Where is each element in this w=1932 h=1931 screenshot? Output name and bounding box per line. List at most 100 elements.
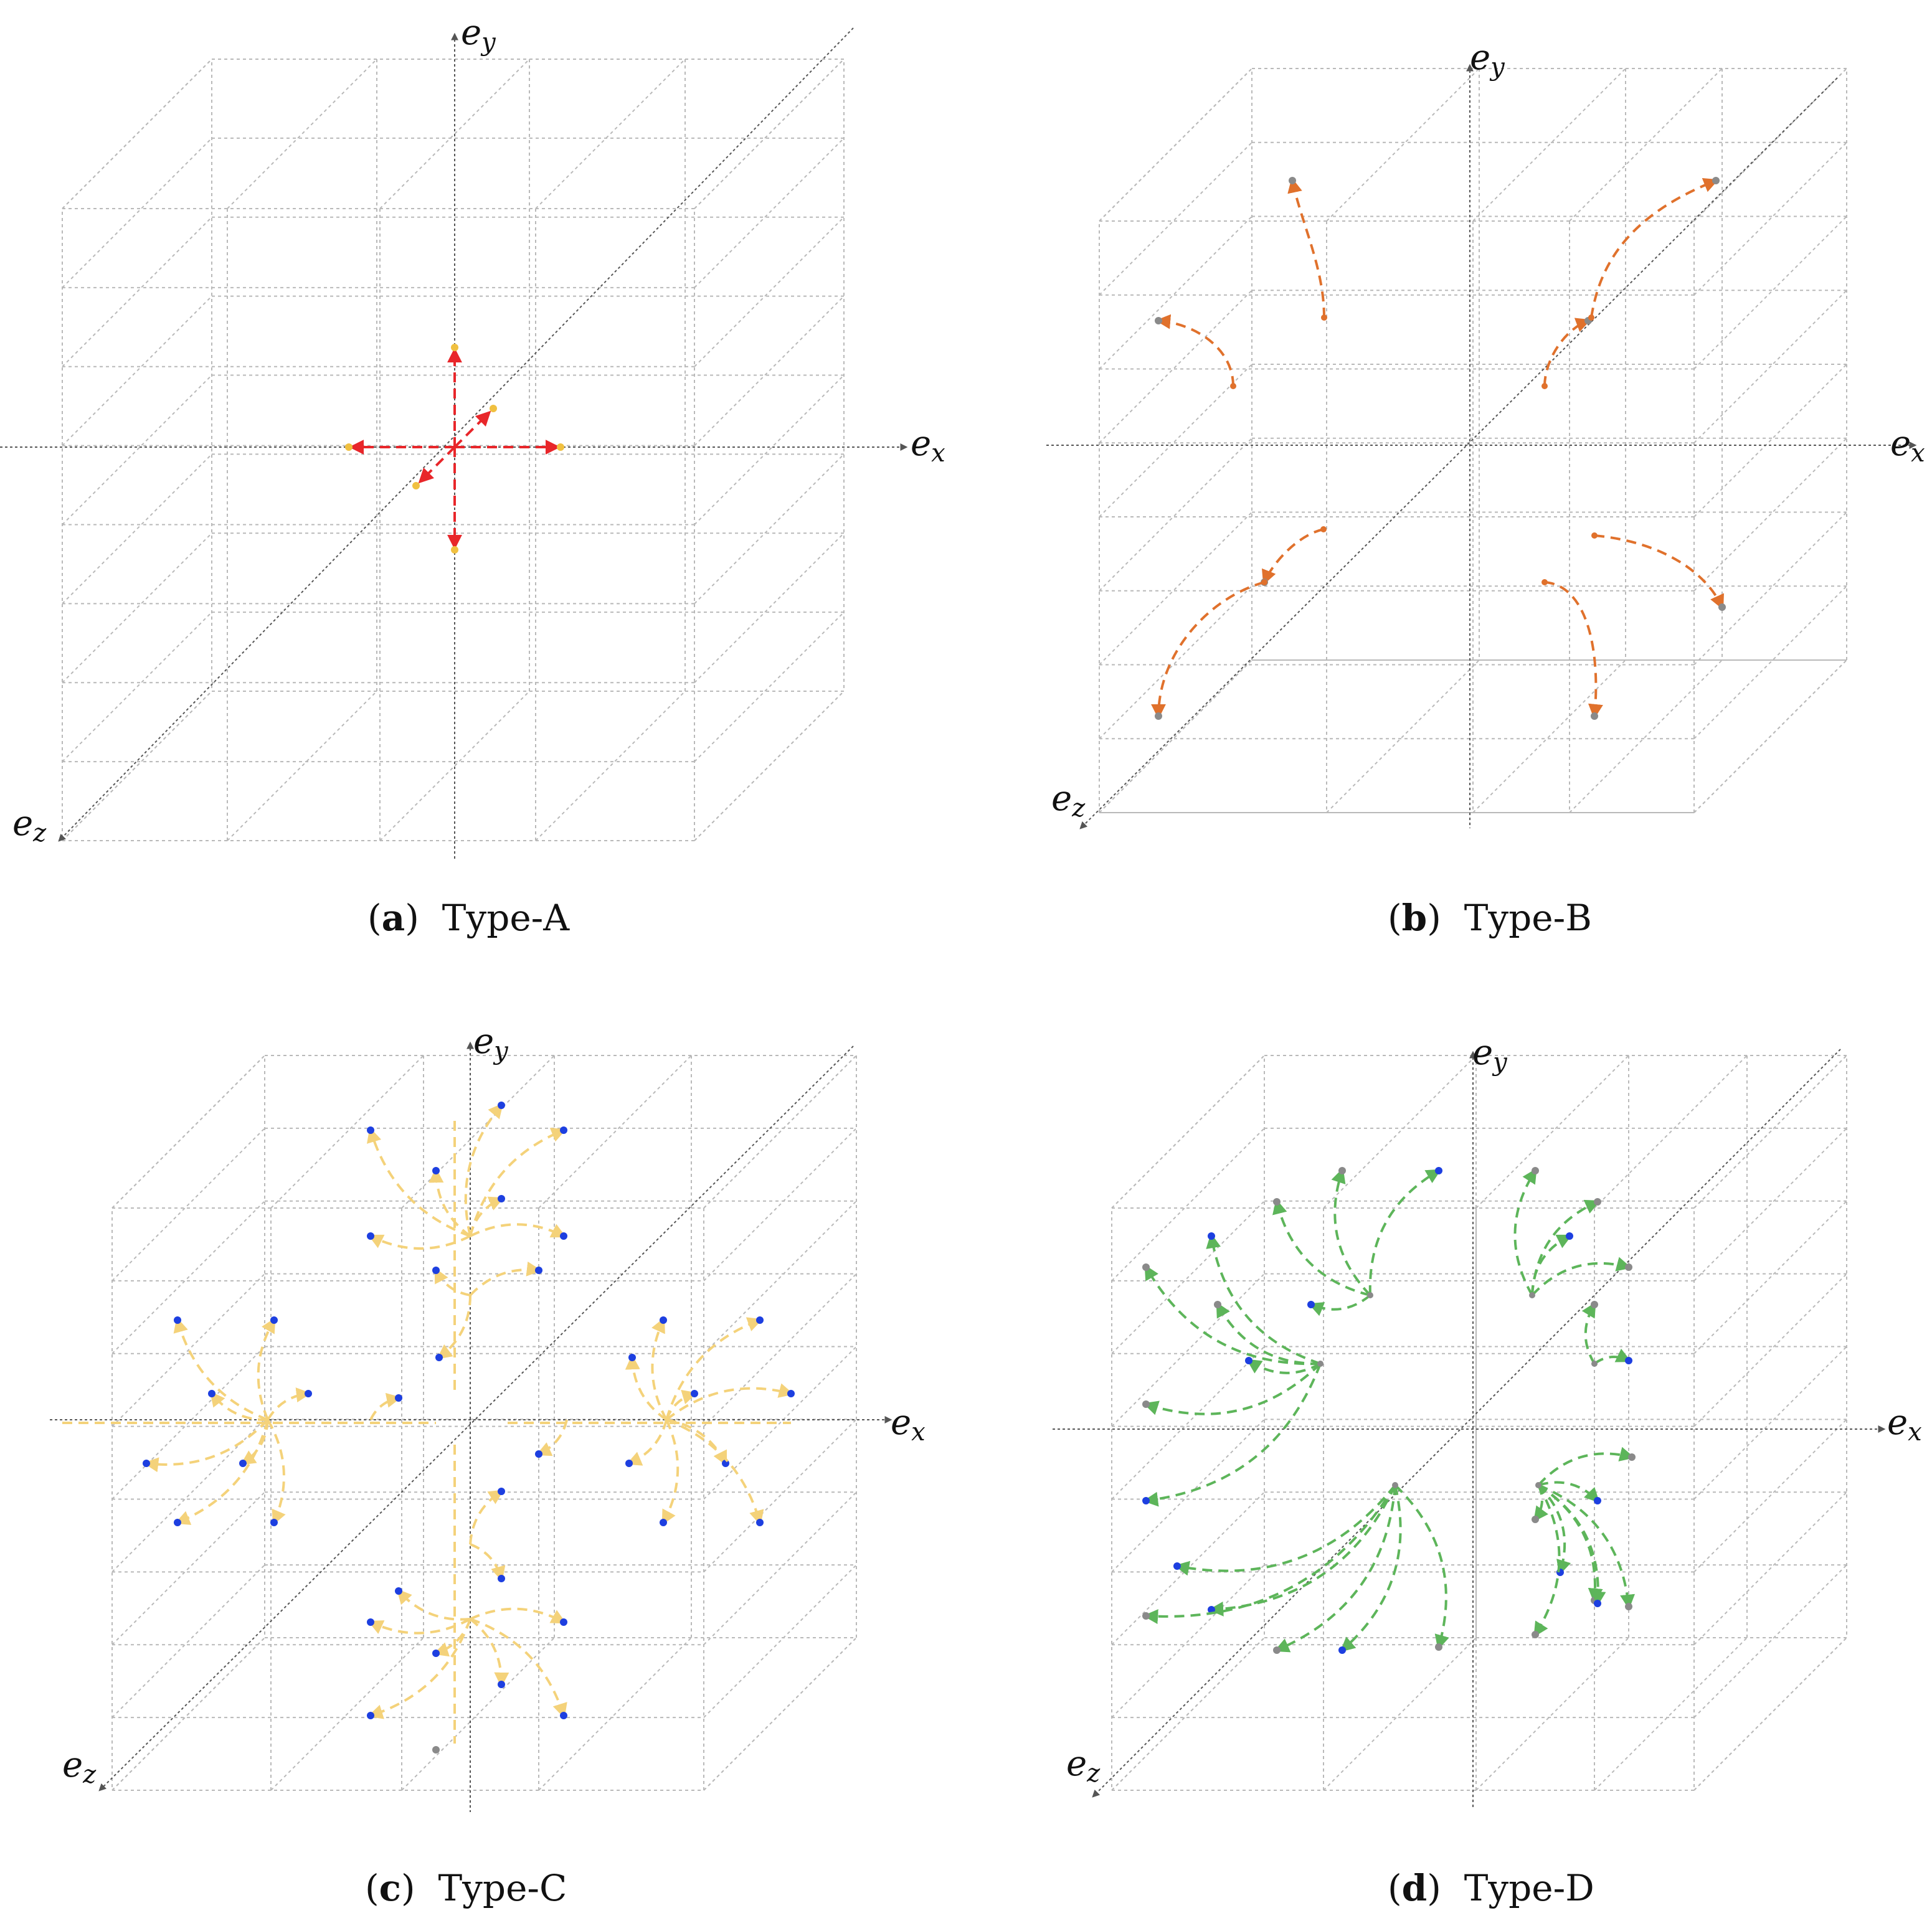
c-top-depth-0	[111, 1055, 265, 1209]
d-endpoint-27	[1338, 1646, 1346, 1654]
panel-d-ez-label: ez	[1066, 1744, 1101, 1788]
a-right-depth-1	[694, 138, 845, 288]
a-top-depth-2	[379, 59, 530, 209]
c-flow-curve-12	[651, 1317, 668, 1420]
d-endpoint-16	[1142, 1497, 1150, 1504]
b-right-depth-1	[1693, 142, 1847, 296]
a-bottom-depth-1	[227, 691, 377, 841]
c-endpoint-25	[498, 1488, 505, 1495]
b-flow-start-4	[1320, 526, 1327, 532]
c-flow-curve-32	[367, 1618, 471, 1635]
b-bottom-depth-2	[1472, 659, 1626, 813]
b-flow-end-1	[1155, 317, 1162, 324]
a-left-depth-1	[62, 138, 212, 288]
d-left-depth-4	[1111, 1346, 1265, 1500]
b-bottom-depth-4	[1693, 659, 1847, 813]
a-bottom-depth-0	[62, 691, 212, 841]
c-bottom-depth-2	[401, 1637, 555, 1791]
c-endpoint-28	[660, 1519, 667, 1526]
c-top-depth-4	[703, 1055, 857, 1209]
c-left-depth-2	[111, 1201, 265, 1354]
d-bottom-depth-1	[1323, 1637, 1477, 1791]
panel-d-ex-label: ex	[1887, 1402, 1922, 1447]
d-left-depth-5	[1111, 1419, 1265, 1573]
b-top-depth-0	[1099, 68, 1252, 222]
d-right-depth-4	[1693, 1346, 1847, 1500]
d-z-axis	[1092, 1049, 1841, 1798]
d-flow-curve-17	[1538, 1481, 1600, 1503]
c-endpoint-0	[498, 1102, 505, 1109]
d-endpoint-11	[1591, 1301, 1598, 1308]
c-flow-curve-17	[665, 1389, 698, 1420]
a-z-axis	[58, 27, 854, 842]
b-right-depth-6	[1693, 511, 1847, 666]
c-endpoint-36	[367, 1712, 374, 1719]
c-flow-curve-9	[437, 1295, 471, 1359]
d-endpoint-12	[1245, 1357, 1252, 1364]
c-endpoint-18	[787, 1390, 795, 1397]
c-flow-curve-19	[369, 1393, 402, 1420]
a-right-depth-4	[694, 374, 845, 526]
b-left-depth-2	[1099, 215, 1252, 370]
d-right-depth-6	[1693, 1491, 1847, 1645]
c-endpoint-34	[432, 1650, 440, 1657]
c-endpoint-8	[535, 1267, 542, 1274]
a-left-depth-7	[62, 611, 212, 762]
d-flow-curve-26	[1274, 1485, 1396, 1653]
panel-c-caption: (c) Type-C	[365, 1867, 567, 1909]
c-endpoint-10	[174, 1316, 181, 1324]
c-endpoint-2	[560, 1126, 567, 1134]
panel-a-ey-label: ey	[461, 12, 496, 57]
c-flow-curve-2	[469, 1128, 567, 1237]
b-flow-start-6	[1591, 532, 1598, 539]
d-left-depth-1	[1111, 1128, 1265, 1282]
a-arrow-front	[418, 446, 456, 484]
d-endpoint-8	[1625, 1263, 1632, 1271]
c-endpoint-16	[305, 1390, 312, 1397]
d-endpoint-9	[1214, 1301, 1221, 1308]
b-flow-start-5	[1261, 579, 1267, 585]
d-flow-curve-27	[1340, 1485, 1402, 1653]
c-endpoint-20	[143, 1460, 150, 1467]
b-flow-start-2	[1541, 383, 1548, 389]
d-flow-curve-22	[1208, 1485, 1396, 1617]
d-top-depth-2	[1475, 1055, 1629, 1209]
c-flow-curve-30	[396, 1589, 471, 1621]
c-grid	[111, 1055, 857, 1791]
b-axes	[1046, 64, 1917, 829]
d-flow-curve-16	[1143, 1363, 1322, 1507]
panel-c-ex-label: ex	[891, 1402, 926, 1447]
d-endpoint-10	[1307, 1301, 1315, 1308]
c-endpoint-7	[432, 1267, 440, 1274]
d-flow-curve-9	[1216, 1301, 1321, 1366]
d-left-depth-3	[1111, 1273, 1265, 1427]
a-top-depth-1	[227, 59, 377, 209]
c-endpoint-17	[691, 1390, 698, 1397]
a-left-depth-2	[62, 217, 212, 367]
panel-a-caption-label: a	[381, 897, 405, 939]
c-flow-curve-25	[469, 1490, 504, 1545]
a-left-depth-6	[62, 532, 212, 683]
b-left-depth-4	[1099, 364, 1252, 517]
d-flow-curve-1	[1368, 1169, 1442, 1296]
d-flow-curve-2	[1513, 1168, 1537, 1296]
b-flow-end-0	[1289, 177, 1296, 184]
c-left-depth-4	[111, 1346, 265, 1500]
c-endpoint-11	[270, 1316, 278, 1324]
b-flow-end-7	[1591, 712, 1598, 720]
panel-d-caption-title: Type-D	[1464, 1867, 1594, 1909]
a-right-depth-7	[694, 611, 845, 762]
c-flow-curve-15	[210, 1391, 268, 1422]
c-flow-curve-34	[433, 1618, 471, 1657]
b-right-depth-4	[1693, 364, 1847, 517]
d-endpoint-15	[1628, 1453, 1636, 1461]
c-top-depth-3	[538, 1055, 692, 1209]
c-endpoint-9	[435, 1354, 443, 1361]
d-right-depth-2	[1693, 1201, 1847, 1354]
panel-d-diagram	[1053, 1049, 1886, 1809]
d-top-depth-3	[1594, 1055, 1748, 1209]
c-flow-curve-37	[470, 1618, 567, 1719]
d-hub-5	[1591, 1361, 1598, 1367]
d-right-depth-7	[1693, 1564, 1847, 1718]
